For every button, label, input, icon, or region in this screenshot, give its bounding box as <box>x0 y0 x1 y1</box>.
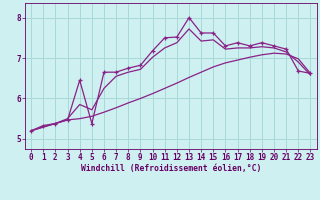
X-axis label: Windchill (Refroidissement éolien,°C): Windchill (Refroidissement éolien,°C) <box>81 164 261 173</box>
